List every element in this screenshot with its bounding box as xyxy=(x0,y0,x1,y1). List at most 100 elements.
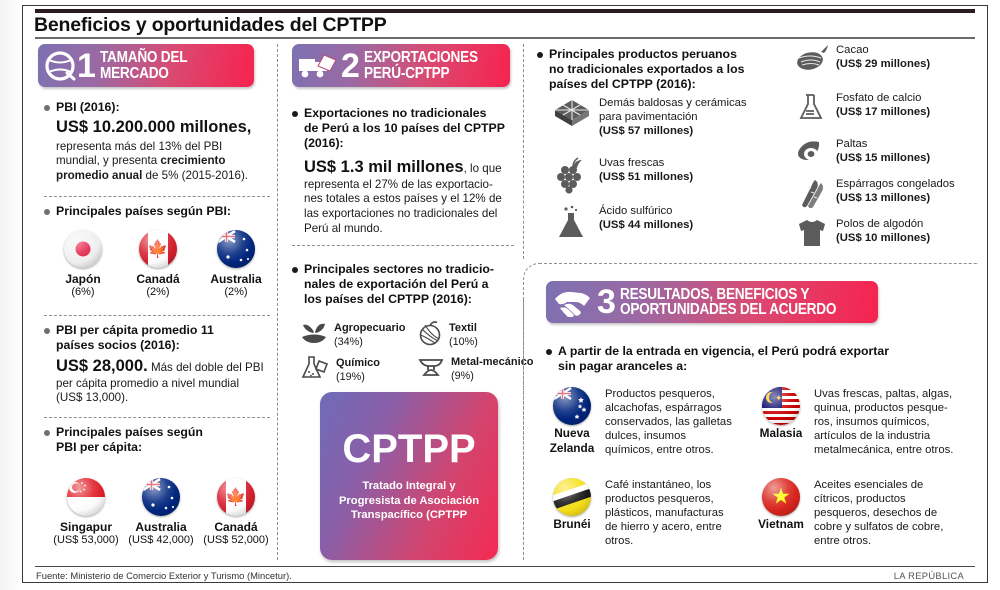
sector-value: (10%) xyxy=(449,335,478,348)
section3-title: RESULTADOS, BENEFICIOS Y OPORTUNIDADES D… xyxy=(619,285,837,318)
divider-col2-col3 xyxy=(523,44,524,259)
country-value: (6%) xyxy=(71,286,95,298)
benefit-brunei: Brunéi Café instantáneo, los productos p… xyxy=(543,478,758,548)
product-value: (US$ 29 millones) xyxy=(836,57,931,70)
cptpp-acronym: CPTPP xyxy=(342,426,476,471)
section3-container-border xyxy=(523,263,978,559)
product-text: Ácido sulfúrico (US$ 44 millones) xyxy=(599,205,693,233)
country-name: Singapur xyxy=(59,520,112,534)
sector-text: Textil (10%) xyxy=(449,322,478,348)
product-asparagus: Espárragos congelados (US$ 13 millones) xyxy=(795,178,995,213)
product-avocado: Paltas (US$ 15 millones) xyxy=(795,138,995,171)
product-value: (US$ 17 millones) xyxy=(836,105,931,118)
avocado-icon xyxy=(795,138,829,171)
divider-pbi xyxy=(44,196,270,197)
product-name-1: Paltas xyxy=(836,138,868,150)
countries-by-pbi-heading: Principales países según PBI: xyxy=(56,204,231,218)
exports-value: US$ 1.3 mil millones xyxy=(304,158,464,176)
pbi-desc-1: representa más del 13% del PBI xyxy=(56,139,223,153)
products-heading-3: países del CPTPP (2016): xyxy=(549,77,696,91)
product-value: (US$ 57 millones) xyxy=(599,124,694,137)
sector-name: Químico xyxy=(336,357,381,370)
section3-intro-2: sin pagar aranceles a: xyxy=(558,359,688,373)
sector-name: Agropecuario xyxy=(334,322,406,335)
pbi-desc-2: mundial, y presenta xyxy=(56,154,161,168)
product-text: Uvas frescas (US$ 51 millones) xyxy=(599,157,693,185)
flag-singapore xyxy=(67,478,105,516)
bullet-dot xyxy=(292,111,298,117)
section3-intro-1: A partir de la entrada en vigencia, el P… xyxy=(558,344,889,358)
country-canada: 🍁 Canadá (2%) xyxy=(127,230,189,298)
benefit-new-zealand: Nueva Zelanda Productos pesqueros, alcac… xyxy=(543,387,758,457)
title-top-rule xyxy=(35,9,975,13)
percapita-desc-3: (US$ 13,000). xyxy=(56,391,129,405)
exports-desc-5: Perú al mundo. xyxy=(304,221,383,235)
section2-banner: 2 EXPORTACIONES PERÚ-CPTPP xyxy=(292,44,510,87)
product-sulfuric-acid: Ácido sulfúrico (US$ 44 millones) xyxy=(552,205,787,246)
bullet-dot xyxy=(292,267,298,273)
sector-textil: Textil (10%) xyxy=(417,320,478,351)
country-name: Canadá xyxy=(214,520,258,534)
truck-icon xyxy=(298,51,340,81)
page-title: Beneficios y oportunidades del CPTPP xyxy=(34,14,387,36)
product-name-1: Espárragos congelados xyxy=(836,178,955,190)
product-value: (US$ 10 millones) xyxy=(836,231,931,244)
sectors-heading-2: nales de exportación del Perú a xyxy=(304,277,489,291)
percapita-value-line: US$ 28,000. Más del doble del PBI xyxy=(56,357,276,377)
section1-banner: 1 TAMAÑO DEL MERCADO xyxy=(38,44,254,87)
flag-australia xyxy=(142,478,180,516)
pbi-percapita-block: PBI per cápita promedio 11 países socios… xyxy=(44,323,276,406)
pbi-desc-3-line: promedio anual de 5% (2015-2016). xyxy=(56,169,269,184)
benefit-desc: Aceites esenciales de cítricos, producto… xyxy=(814,479,944,547)
section3-intro-block: A partir de la entrada en vigencia, el P… xyxy=(546,344,966,374)
products-heading-1: Principales productos peruanos xyxy=(549,47,737,61)
product-name-1: Ácido sulfúrico xyxy=(599,205,673,217)
divider-exports xyxy=(292,245,514,246)
product-name-1: Polos de algodón xyxy=(836,218,924,230)
section2-title: EXPORTACIONES PERÚ-CPTPP xyxy=(363,49,478,82)
percapita-desc-1: Más del doble del PBI xyxy=(147,361,264,374)
cacao-icon xyxy=(795,44,829,77)
product-value: (US$ 44 millones) xyxy=(599,218,694,231)
benefit-flag-wrap: Nueva Zelanda xyxy=(543,387,601,455)
product-grapes: Uvas frescas (US$ 51 millones) xyxy=(552,157,787,200)
product-name-1: Demás baldosas y cerámicas xyxy=(599,97,747,109)
country-value: (US$ 53,000) xyxy=(53,534,119,546)
product-tiles: Demás baldosas y cerámicas para paviment… xyxy=(552,97,787,138)
handshake-icon xyxy=(552,287,596,317)
sector-agropecuario: Agropecuario (34%) xyxy=(300,320,406,351)
exports-value-line: US$ 1.3 mil millones, lo que xyxy=(304,158,520,178)
benefit-desc: Productos pesqueros, alcachofas, espárra… xyxy=(605,388,732,456)
bullet-dot xyxy=(537,52,543,58)
products-block: Principales productos peruanos no tradic… xyxy=(537,47,787,92)
benefit-vietnam: ★ Vietnam Aceites esenciales de cítricos… xyxy=(752,478,992,548)
flag-australia xyxy=(217,230,255,268)
sector-value: (34%) xyxy=(334,335,363,348)
bullet-dot xyxy=(44,209,50,215)
section3-banner: 3 RESULTADOS, BENEFICIOS Y OPORTUNIDADES… xyxy=(546,281,878,323)
percapita-countries-heading-1: Principales países según xyxy=(56,425,203,439)
percapita-heading-1: PBI per cápita promedio 11 xyxy=(56,323,214,337)
benefit-flag-wrap: ★ Vietnam xyxy=(752,478,810,533)
section3-number: 3 xyxy=(597,283,616,321)
sectors-heading-3: los países del CPTPP (2016): xyxy=(304,292,472,306)
benefit-desc: Café instantáneo, los productos pesquero… xyxy=(605,479,724,547)
sectors-block: Principales sectores no tradicio- nales … xyxy=(292,262,520,307)
pbi-value: US$ 10.200.000 millones, xyxy=(56,118,252,136)
benefit-country-1: Nueva xyxy=(554,426,590,440)
cptpp-full-name: Tratado Integral y Progresista de Asocia… xyxy=(338,479,480,522)
acid-flask-icon xyxy=(552,205,592,246)
flag-vietnam: ★ xyxy=(762,478,800,516)
exports-desc-4: las exportaciones no tradicionales del xyxy=(304,206,498,220)
product-name-1: Fosfato de calcio xyxy=(836,92,922,104)
product-text: Espárragos congelados (US$ 13 millones) xyxy=(836,178,955,206)
products-heading-2: no tradicionales exportados a los xyxy=(549,62,745,76)
country-name: Australia xyxy=(135,520,187,534)
benefit-flag-wrap: Brunéi xyxy=(543,478,601,533)
bullet-dot xyxy=(546,349,552,355)
country-value: (US$ 42,000) xyxy=(128,534,194,546)
section1-number: 1 xyxy=(77,46,96,85)
product-text: Cacao (US$ 29 millones) xyxy=(836,44,930,72)
footer-brand: LA REPÚBLICA xyxy=(893,570,964,581)
